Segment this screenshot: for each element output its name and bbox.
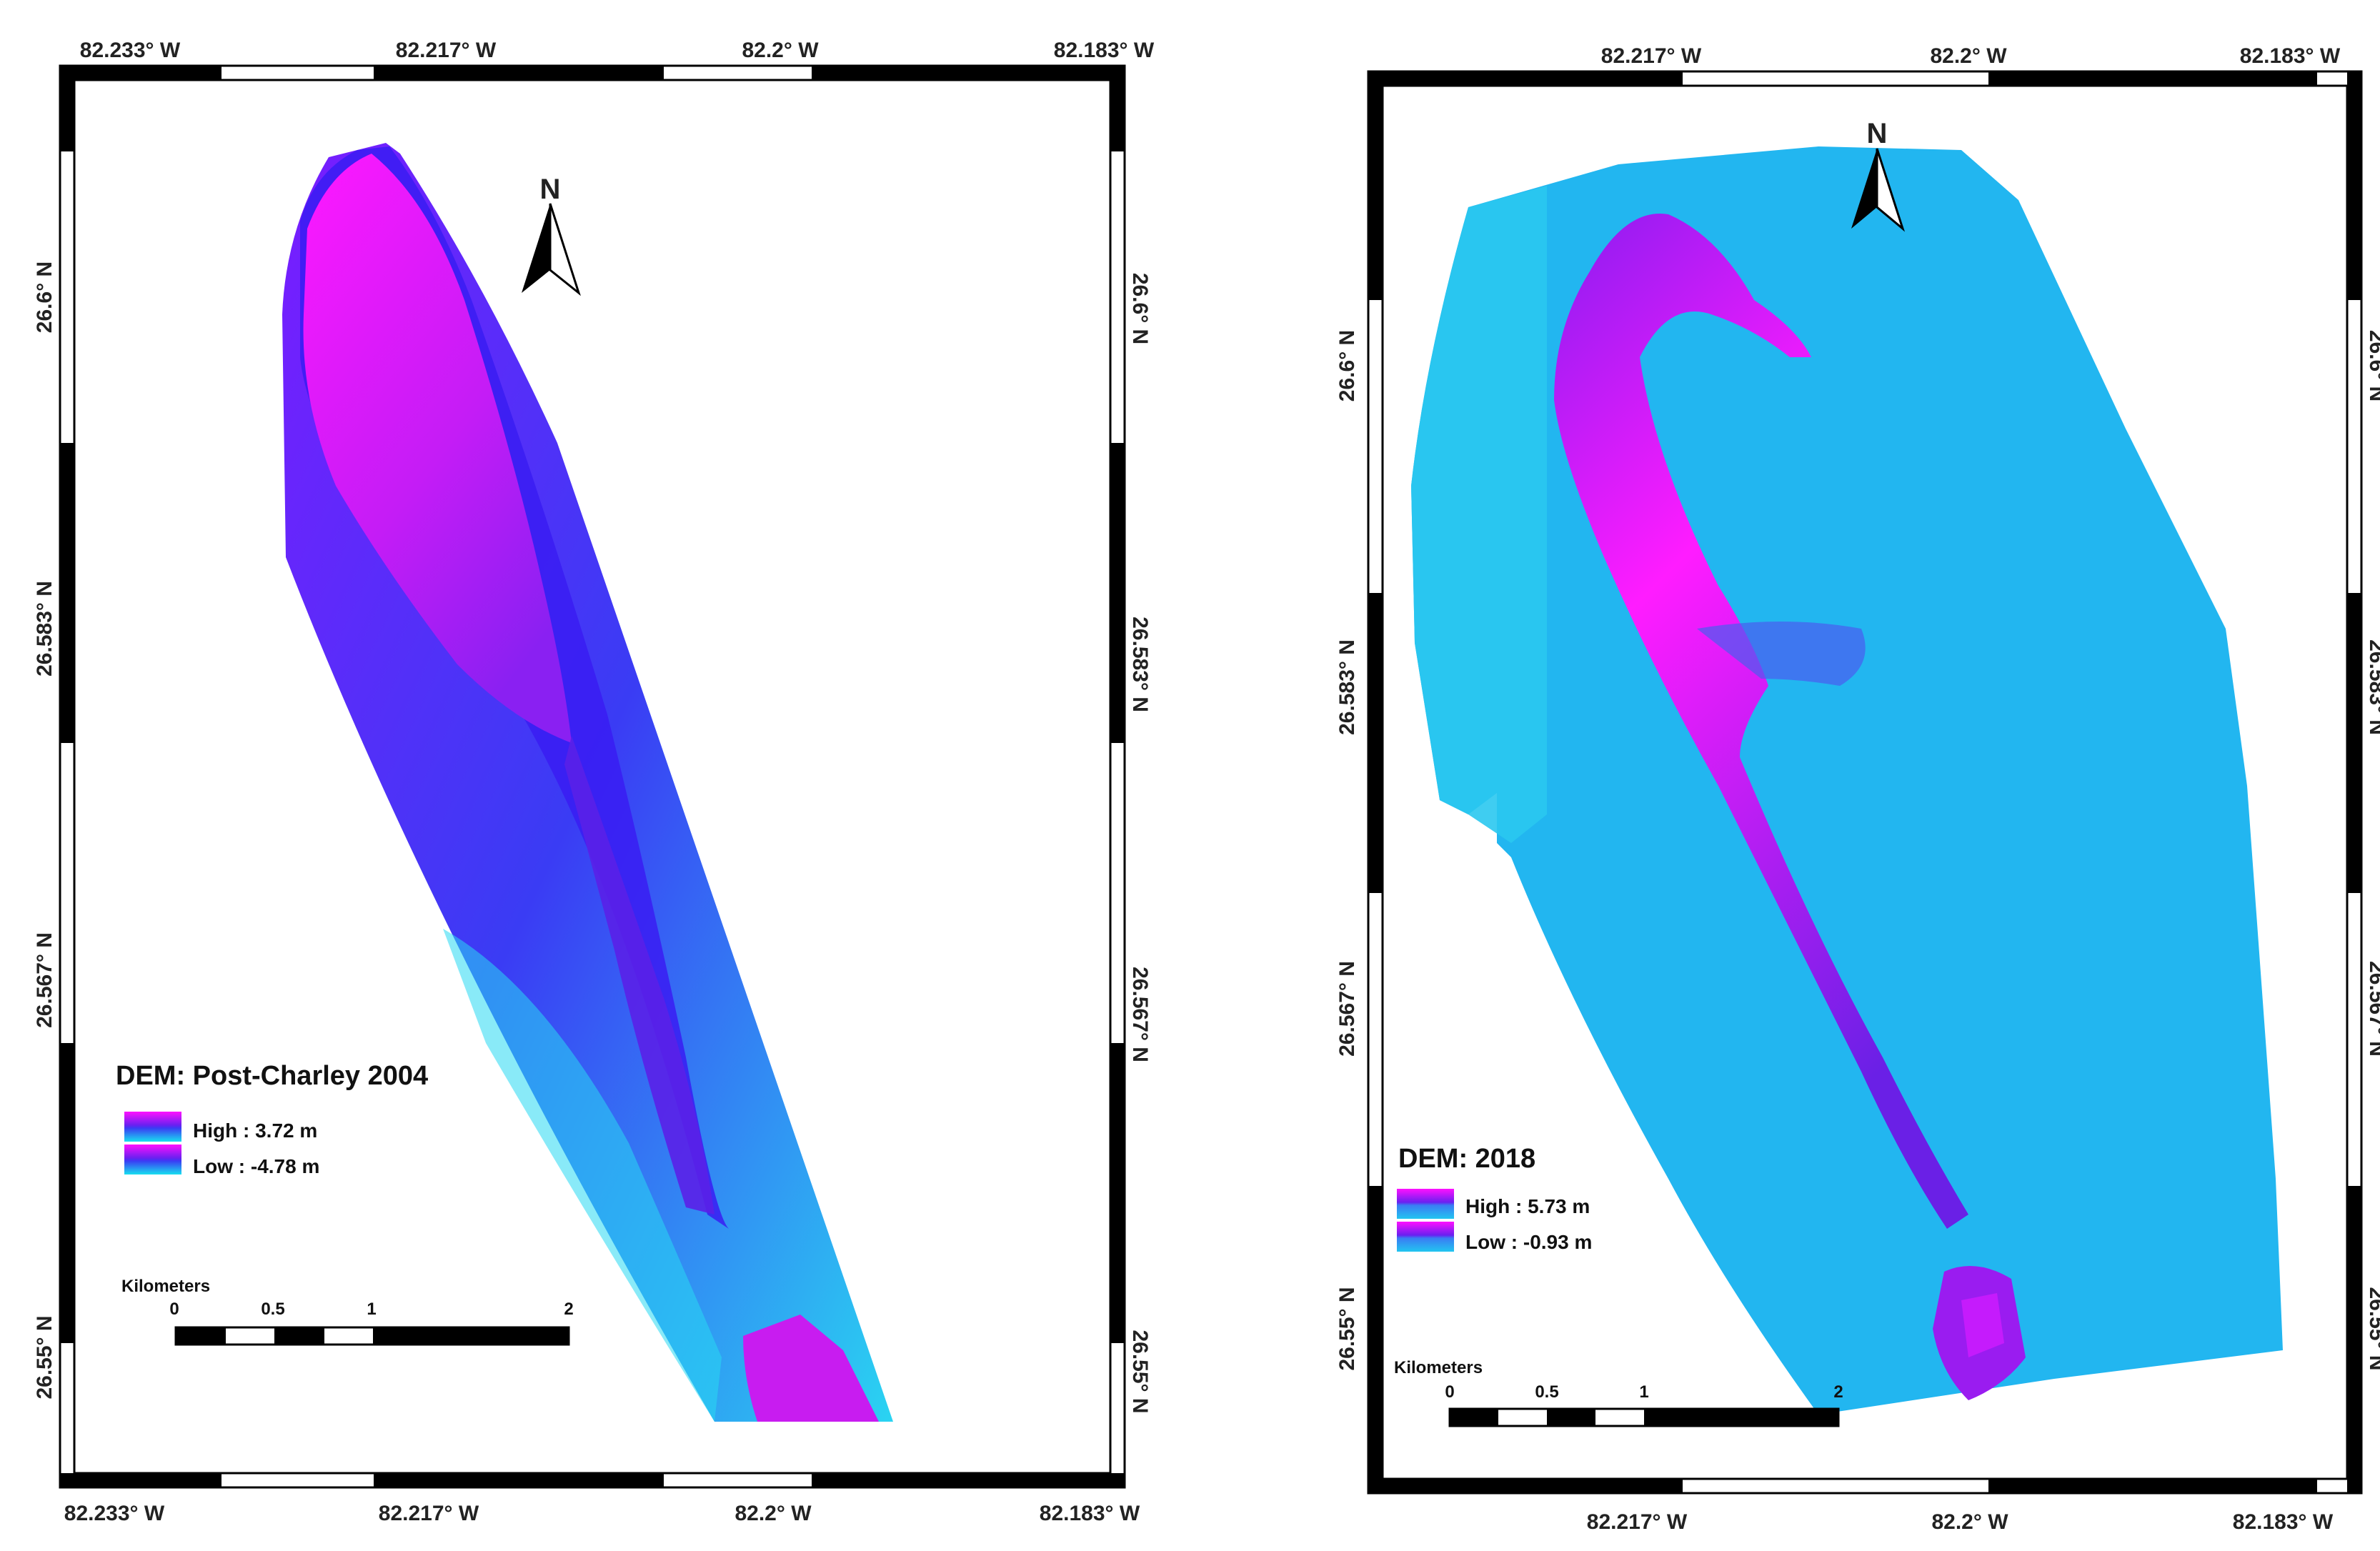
lat-label-right-4: 26.55° N — [1128, 1330, 1152, 1413]
lon-label-bottom-1: 82.233° W — [64, 1502, 165, 1525]
lat-label-left-3: 26.567° N — [33, 932, 56, 1028]
lon-label-top-1: 82.233° W — [80, 39, 181, 62]
lat-label-left-1: 26.6° N — [33, 261, 56, 333]
map-panel-2004: N DEM: Post-Charley 2004 High : 3.72 m L… — [33, 39, 1155, 1525]
scale-tick-2: 2 — [564, 1300, 573, 1319]
scale-tick-1: 1 — [1639, 1382, 1648, 1402]
north-arrow: N — [1851, 118, 1906, 232]
scale-bar: Kilometers 0 0.5 1 2 — [1394, 1358, 1843, 1427]
north-label: N — [540, 174, 561, 205]
map-panel-2018: N DEM: 2018 High : 5.73 m Low : -0.93 m … — [1297, 0, 2380, 1551]
lat-label-left-1: 26.6° N — [1335, 330, 1359, 402]
legend-2018: DEM: 2018 High : 5.73 m Low : -0.93 m — [1397, 1144, 1592, 1253]
coord-labels-left: 26.6° N 26.583° N 26.567° N 26.55° N — [33, 261, 56, 1400]
coord-labels-bottom: 82.233° W 82.217° W 82.2° W 82.183° W — [64, 1502, 1140, 1525]
scale-tick-0-5: 0.5 — [261, 1300, 284, 1319]
dem-raster-2018 — [1411, 146, 2283, 1415]
lon-label-top-3: 82.183° W — [2240, 44, 2341, 68]
map-2018: N DEM: 2018 High : 5.73 m Low : -0.93 m … — [1335, 44, 2380, 1534]
coord-labels-right: 26.6° N 26.583° N 26.567° N 26.55° N — [1128, 273, 1152, 1414]
lat-label-left-4: 26.55° N — [1335, 1287, 1359, 1370]
coord-labels-left: 26.6° N 26.583° N 26.567° N 26.55° N — [1335, 330, 1359, 1371]
north-label: N — [1867, 118, 1888, 149]
graticule-frame — [1367, 70, 2363, 1495]
legend-title: DEM: 2018 — [1398, 1144, 1535, 1174]
graticule-frame — [59, 64, 1126, 1489]
coord-labels-bottom: 82.217° W 82.2° W 82.183° W — [1587, 1510, 2334, 1534]
scale-tick-0: 0 — [169, 1300, 179, 1319]
lon-label-bottom-3: 82.2° W — [735, 1502, 812, 1525]
map-2004: N DEM: Post-Charley 2004 High : 3.72 m L… — [33, 39, 1155, 1525]
lat-label-left-2: 26.583° N — [33, 581, 56, 677]
legend-high: High : 5.73 m — [1465, 1195, 1590, 1217]
dem-raster-2004 — [282, 143, 893, 1422]
lat-label-right-4: 26.55° N — [2365, 1287, 2380, 1370]
lon-label-bottom-2: 82.2° W — [1931, 1510, 2008, 1534]
lat-label-left-2: 26.583° N — [1335, 639, 1359, 735]
coord-labels-right: 26.6° N 26.583° N 26.567° N 26.55° N — [2365, 330, 2380, 1371]
lon-label-bottom-2: 82.217° W — [379, 1502, 479, 1525]
lon-label-bottom-1: 82.217° W — [1587, 1510, 1688, 1534]
lat-label-right-3: 26.567° N — [1128, 967, 1152, 1062]
lon-label-top-4: 82.183° W — [1054, 39, 1155, 62]
coord-labels-top: 82.217° W 82.2° W 82.183° W — [1601, 44, 2341, 68]
lon-label-bottom-3: 82.183° W — [2233, 1510, 2334, 1534]
scale-tick-0: 0 — [1445, 1382, 1454, 1402]
lon-label-top-1: 82.217° W — [1601, 44, 1702, 68]
legend-title: DEM: Post-Charley 2004 — [116, 1061, 428, 1091]
scale-tick-2: 2 — [1833, 1382, 1843, 1402]
lat-label-right-2: 26.583° N — [1128, 617, 1152, 712]
lat-label-right-3: 26.567° N — [2365, 961, 2380, 1057]
lat-label-left-4: 26.55° N — [33, 1315, 56, 1399]
lat-label-left-3: 26.567° N — [1335, 961, 1359, 1057]
north-arrow: N — [522, 174, 581, 296]
lat-label-right-2: 26.583° N — [2365, 639, 2380, 735]
legend-2004: DEM: Post-Charley 2004 High : 3.72 m Low… — [116, 1061, 428, 1177]
scale-bar: Kilometers 0 0.5 1 2 — [121, 1277, 574, 1346]
lon-label-top-2: 82.2° W — [1930, 44, 2007, 68]
scale-unit: Kilometers — [1394, 1358, 1483, 1377]
legend-low: Low : -0.93 m — [1465, 1231, 1592, 1253]
legend-high: High : 3.72 m — [193, 1119, 317, 1142]
scale-tick-1: 1 — [367, 1300, 376, 1319]
scale-tick-0-5: 0.5 — [1535, 1382, 1558, 1402]
lon-label-top-2: 82.217° W — [396, 39, 497, 62]
legend-low: Low : -4.78 m — [193, 1155, 319, 1177]
lon-label-bottom-4: 82.183° W — [1040, 1502, 1140, 1525]
lon-label-top-3: 82.2° W — [742, 39, 819, 62]
coord-labels-top: 82.233° W 82.217° W 82.2° W 82.183° W — [80, 39, 1155, 62]
lat-label-right-1: 26.6° N — [2365, 330, 2380, 402]
scale-unit: Kilometers — [121, 1277, 210, 1296]
lat-label-right-1: 26.6° N — [1128, 273, 1152, 344]
